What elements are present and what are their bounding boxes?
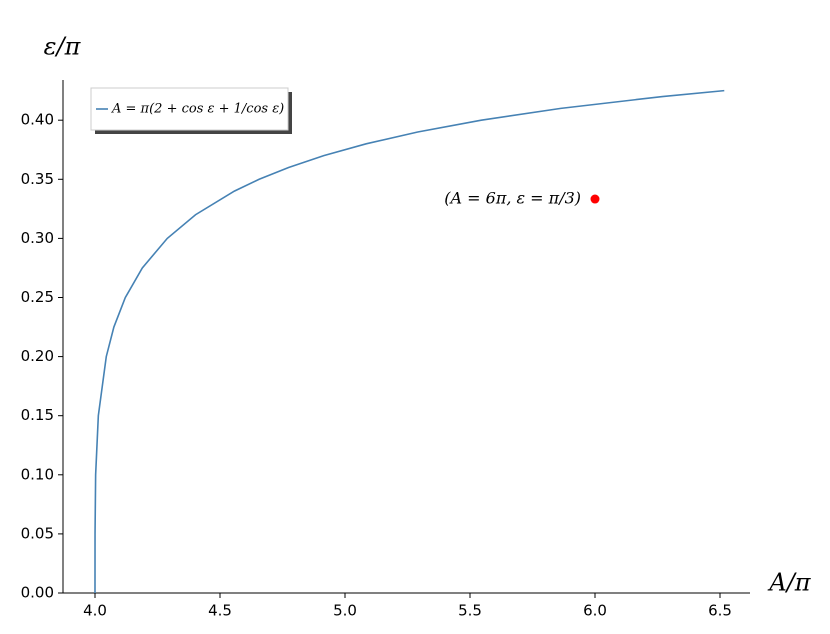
y-tick-label: 0.20 [21, 347, 54, 365]
legend-label: A = π(2 + cos ε + 1/cos ε) [111, 102, 284, 117]
point-label: (A = 6π, ε = π/3) [444, 189, 581, 208]
x-tick-label: 5.0 [333, 602, 357, 620]
x-tick-label: 5.5 [458, 602, 482, 620]
x-tick-label: 4.5 [208, 602, 232, 620]
x-axis-label: A/π [767, 569, 811, 597]
legend-box [90, 87, 289, 131]
y-tick-label: 0.10 [21, 465, 54, 483]
y-tick-label: 0.25 [21, 288, 54, 306]
y-axis-label: ε/π [44, 33, 82, 61]
y-tick-label: 0.05 [21, 524, 54, 542]
y-tick-label: 0.35 [21, 170, 54, 188]
x-tick-label: 4.0 [83, 602, 107, 620]
y-tick-label: 0.30 [21, 229, 54, 247]
x-tick-label: 6.5 [708, 602, 732, 620]
y-tick-label: 0.00 [21, 584, 54, 602]
y-tick-label: 0.15 [21, 406, 54, 424]
y-tick-label: 0.40 [21, 111, 54, 129]
point [590, 194, 600, 204]
x-tick-label: 6.0 [583, 602, 607, 620]
curve [94, 89, 725, 593]
